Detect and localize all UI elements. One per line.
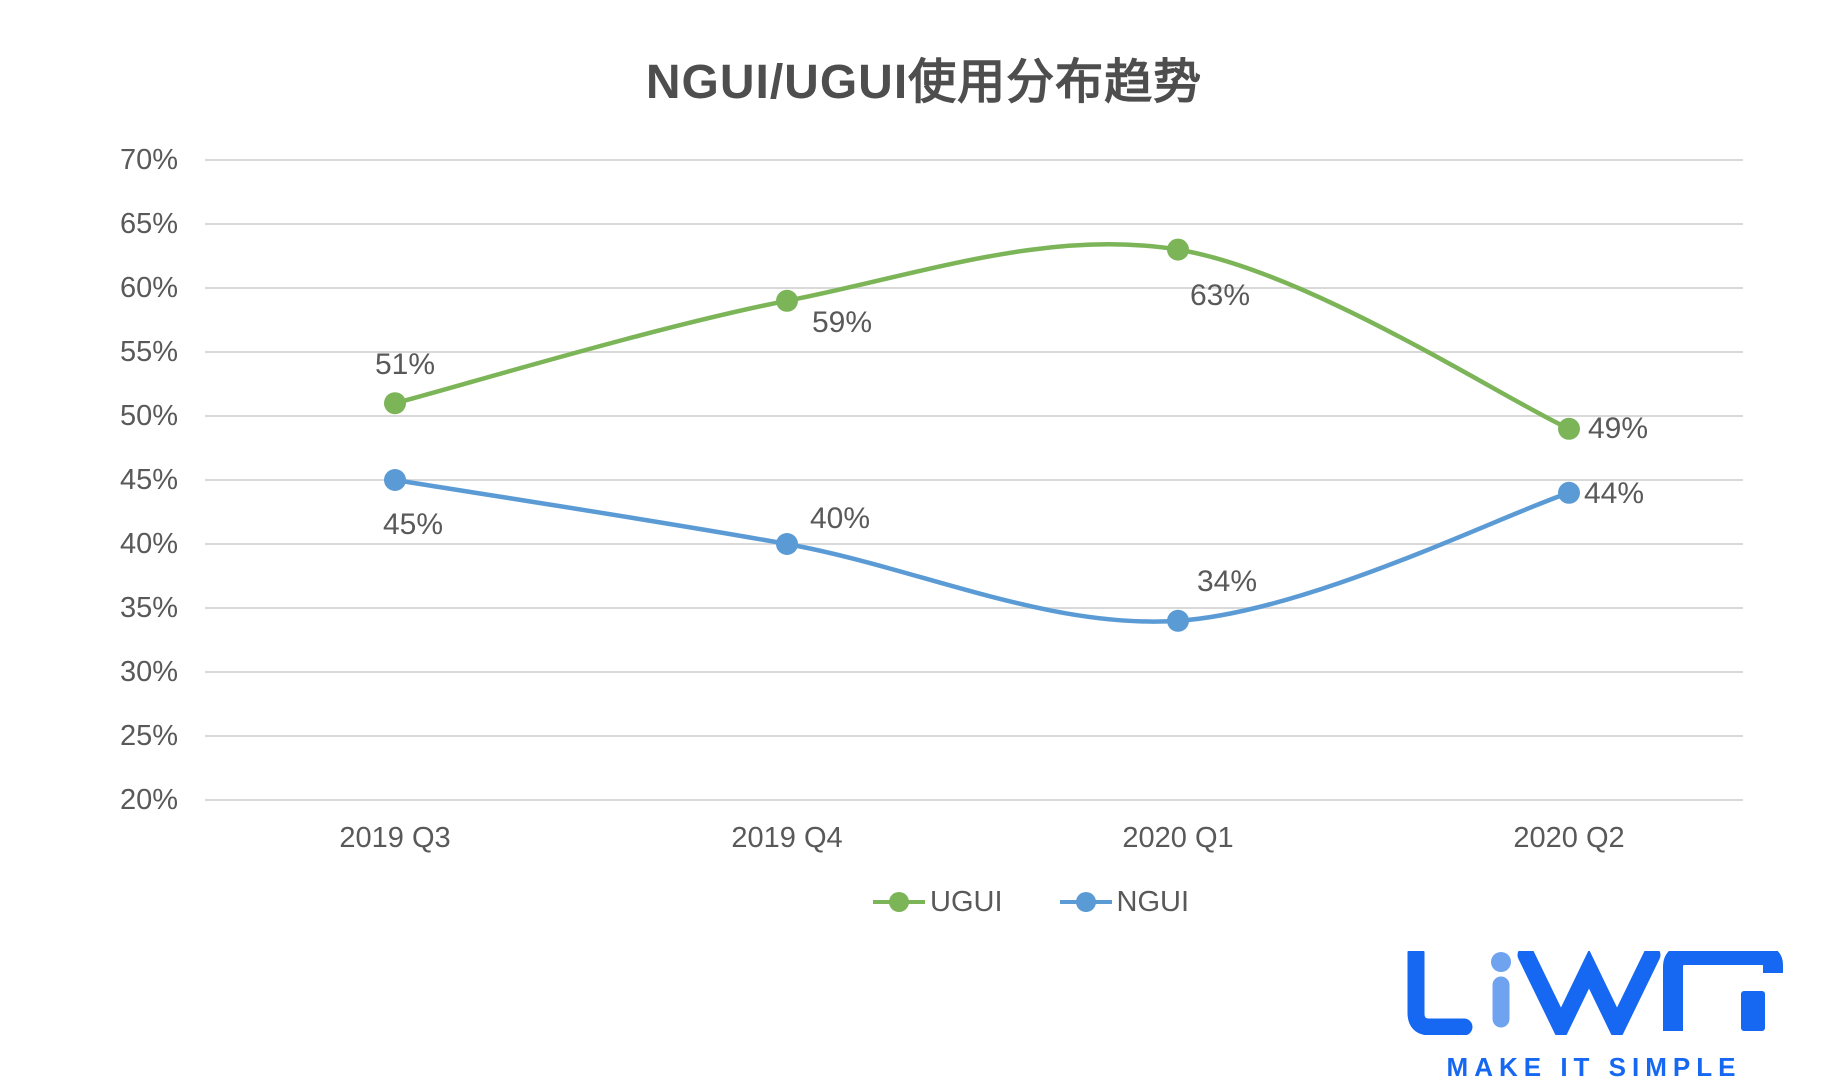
data-label: 59% [811,305,873,339]
x-category-label: 2020 Q2 [1513,822,1625,854]
data-label: 34% [1196,564,1258,598]
data-label: 45% [382,508,444,541]
y-tick-label: 20% [119,784,178,816]
legend-marker-icon [1059,892,1112,912]
y-tick-label: 50% [119,400,178,432]
data-label: 49% [1587,411,1649,445]
y-tick-label: 40% [119,528,178,560]
data-point-ngui [1167,609,1189,632]
y-tick-label: 45% [119,464,178,496]
y-tick-label: 60% [119,272,178,304]
data-point-ugui [1167,238,1189,261]
y-tick-label: 35% [119,592,178,624]
data-point-ugui [776,289,798,312]
legend-marker-icon [873,892,925,912]
x-category-label: 2020 Q1 [1122,822,1234,854]
data-point-ngui [776,533,798,555]
x-category-label: 2019 Q4 [731,822,843,854]
liwa-logo: MAKE IT SIMPLE [1404,944,1784,1083]
data-label: 63% [1189,278,1251,312]
legend: UGUI NGUI [872,884,1189,920]
y-tick-label: 55% [119,336,178,368]
liwa-wordmark-icon [1407,944,1783,1047]
data-point-ugui [1558,417,1580,440]
logo-tagline: MAKE IT SIMPLE [1446,1052,1742,1082]
data-point-ugui [384,392,406,415]
data-label: 44% [1583,476,1645,510]
legend-item-ugui: UGUI [872,884,1003,920]
data-point-ngui [1558,481,1580,504]
y-tick-label: 30% [119,656,178,688]
series-line-ngui [392,477,1572,624]
legend-item-ngui: NGUI [1059,884,1190,920]
legend-label: UGUI [930,886,1003,918]
legend-label: NGUI [1116,886,1190,918]
y-tick-label: 70% [119,144,178,176]
chart-title: NGUI/UGUI使用分布趋势 [645,56,1203,109]
x-category-label: 2019 Q3 [339,822,451,854]
y-tick-label: 25% [119,720,178,752]
data-label: 40% [809,502,871,535]
series-line-ugui [392,241,1572,432]
data-label: 51% [374,348,436,382]
data-point-ngui [384,469,406,491]
y-tick-label: 65% [119,208,178,240]
